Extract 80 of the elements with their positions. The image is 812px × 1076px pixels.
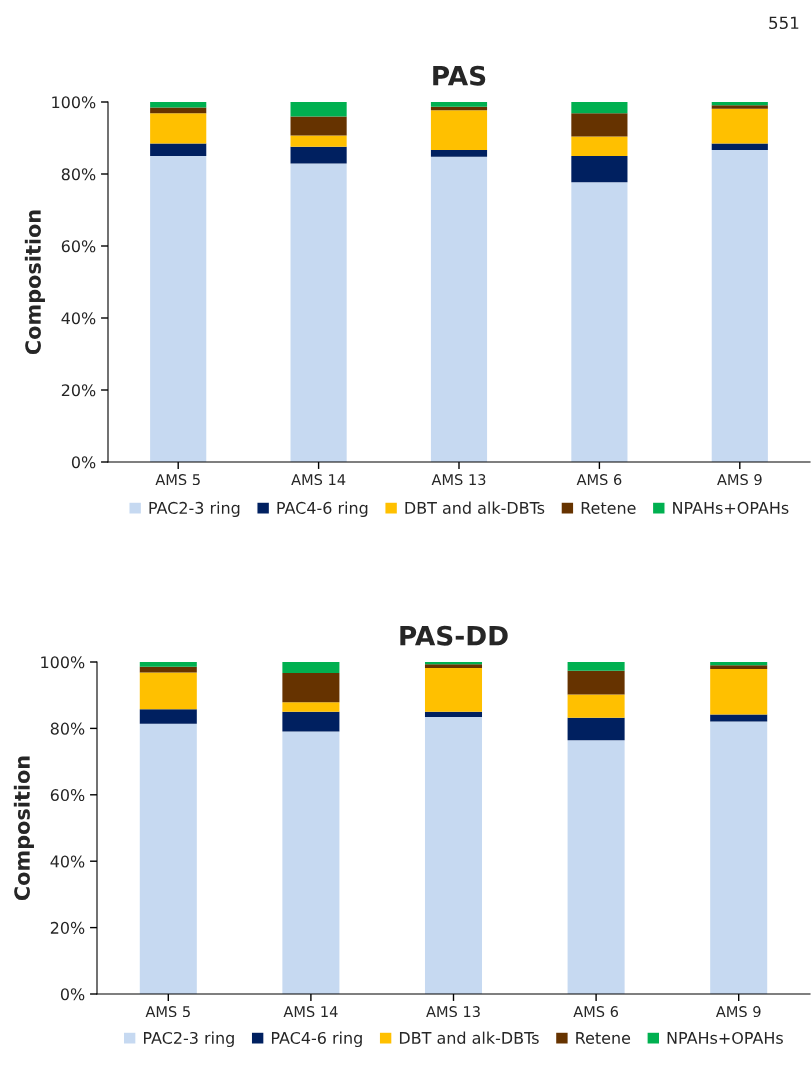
bar [567,717,625,741]
legend-label: PAC2-3 ring [149,501,240,518]
bar [139,662,197,667]
x-tick-label: AMS 14 [283,1006,338,1018]
x-tick-label: AMS 6 [576,474,622,486]
bar [710,721,768,994]
x-tick-label: AMS 6 [573,1006,619,1018]
legend-label: DBT and alk-DBTs [405,501,545,514]
legend-label: PAC2-3 ring [144,1031,234,1048]
x-tick-label: AMS 9 [717,474,762,486]
bar [290,163,347,462]
bar [567,670,625,695]
bar [430,156,488,462]
bar [571,113,628,137]
y-tick-label: 80% [61,168,96,181]
bar [430,149,488,157]
bar [282,672,340,703]
y-tick-label: 0% [60,988,85,1001]
y-tick-label: 60% [50,789,85,802]
bar [571,102,628,114]
legend-label: NPAHs+OPAHs [667,1031,783,1044]
legend-label: PAC4-6 ring [271,1031,362,1048]
bar [711,149,768,462]
bar [711,108,768,144]
y-tick-label: 0% [71,456,96,469]
legend-label: Retene [576,1032,631,1044]
y-axis-title: Composition [13,756,34,901]
x-tick-label: AMS 14 [291,474,346,486]
bar [567,662,625,671]
bar [282,731,340,994]
bar [430,102,488,107]
y-tick-label: 60% [61,240,96,253]
bar [139,666,197,673]
y-tick-label: 20% [61,384,96,397]
bar [424,667,483,712]
legend-label: DBT and alk-DBTs [399,1031,539,1044]
bar [139,709,197,724]
bar [150,102,207,108]
bar [710,668,768,715]
x-tick-label: AMS 5 [155,474,200,486]
x-tick-label: AMS 5 [145,1006,190,1018]
chart-title: PAS-DD [400,625,508,646]
legend-label: PAC4-6 ring [277,501,368,518]
bar [424,717,483,994]
bar [571,156,628,183]
x-tick-label: AMS 13 [426,1006,480,1018]
bar [711,143,768,150]
bar [282,702,340,712]
bar [290,146,347,164]
bar [150,113,207,144]
y-tick-label: 80% [50,722,85,735]
bar [424,711,483,718]
y-tick-label: 100% [41,656,85,669]
bar [290,116,347,136]
bar [150,156,207,462]
bar [567,694,625,718]
chart-title: PAS [433,65,486,86]
bar [150,107,207,114]
x-tick-label: AMS 9 [715,1006,761,1018]
text: 551 [769,16,799,30]
bar [139,723,197,994]
legend-label: Retene [581,502,636,514]
y-axis-title: Composition [24,210,45,355]
bar [282,711,340,732]
bar [710,714,768,722]
bar [290,135,347,147]
y-tick-label: 40% [61,312,96,325]
bar [282,662,340,673]
bar [571,182,628,462]
y-tick-label: 40% [50,855,85,868]
bar [139,672,197,710]
legend-label: NPAHs+OPAHs [673,501,789,514]
y-tick-label: 100% [52,96,96,109]
bar [567,740,625,994]
bar [430,110,488,150]
bar [150,143,207,156]
y-tick-label: 20% [50,921,85,934]
bar [290,102,347,117]
bar [571,136,628,156]
x-tick-label: AMS 13 [431,474,486,486]
